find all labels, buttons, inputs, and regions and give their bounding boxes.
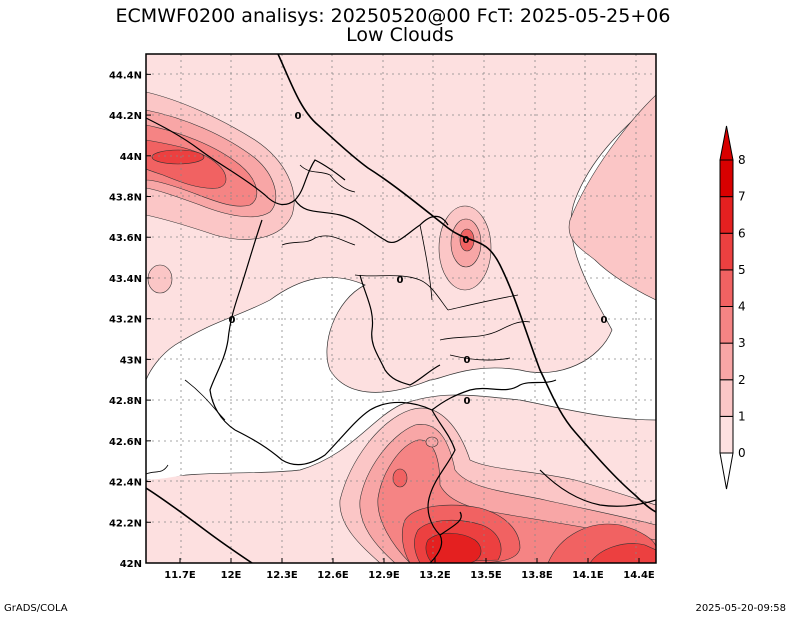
longitude-tick-labels: 11.7E 12E 12.3E 12.6E 12.9E 13.2E 13.5E 13.8E 14… <box>164 558 655 581</box>
province-border-9 <box>146 464 169 475</box>
border-umbria-lazio <box>234 401 433 466</box>
tyrrhenian-coastline <box>146 487 253 563</box>
lon-tick-label: 12.6E <box>317 570 349 581</box>
province-border-4 <box>447 294 519 311</box>
lat-tick-label: 43N <box>120 355 142 366</box>
regional-borders <box>146 117 656 563</box>
border-tuscany-umbria <box>209 219 263 431</box>
lat-tick-label: 43.8N <box>109 193 142 204</box>
contour-label: 0 <box>463 235 470 246</box>
lat-tick-label: 42.4N <box>109 478 142 489</box>
colorbar-lower-arrow <box>719 452 734 490</box>
cloud-south-spot <box>392 468 408 488</box>
cloud-east-l2 <box>568 94 656 301</box>
province-border-3 <box>354 274 449 311</box>
coastlines <box>146 54 656 563</box>
adriatic-coastline <box>277 54 656 513</box>
border-umbria-marche <box>359 274 441 386</box>
lon-tick-label: 13.8E <box>521 570 553 581</box>
border-emilia-tuscany <box>146 117 346 206</box>
colorbar-label: 8 <box>738 153 746 167</box>
contour-label: 0 <box>295 111 302 122</box>
colorbar-bin <box>719 232 734 271</box>
lat-tick-label: 44.4N <box>109 70 142 81</box>
lat-tick-label: 44.2N <box>109 111 142 122</box>
lat-tick-label: 43.2N <box>109 315 142 326</box>
lat-tick-label: 44N <box>120 152 142 163</box>
lat-tick-label: 42.2N <box>109 518 142 529</box>
colorbar-bin <box>719 415 734 454</box>
province-border-6 <box>419 224 433 301</box>
colorbar-bin <box>719 159 734 198</box>
colorbar-label: 4 <box>738 300 746 314</box>
contour-label: 0 <box>397 275 404 286</box>
colorbar-bin <box>719 306 734 344</box>
province-border-1 <box>299 164 356 193</box>
colorbar-upper-arrow <box>719 125 734 161</box>
contour-label: 0 <box>601 315 608 326</box>
colorbar-bin <box>719 269 734 307</box>
lat-tick-label: 42N <box>120 559 142 570</box>
contour-label: 0 <box>229 315 236 326</box>
border-abruzzo-molise <box>539 469 656 507</box>
colorbar-label: 6 <box>738 226 746 240</box>
province-border-8 <box>184 379 226 421</box>
lat-tick-label: 43.6N <box>109 233 142 244</box>
province-border-2 <box>281 235 356 246</box>
colorbar-bin <box>719 342 734 381</box>
border-lazio-campania <box>439 511 462 536</box>
cloud-patch-west <box>147 264 173 294</box>
footer-credit: GrADS/COLA <box>4 603 68 614</box>
cloud-shading <box>146 54 656 563</box>
lon-tick-label: 13.5E <box>470 570 502 581</box>
cloud-field-gap <box>146 351 318 480</box>
map-plot-area: 0 0 0 0 0 0 0 <box>146 54 656 563</box>
lat-tick-label: 43.4N <box>109 274 142 285</box>
border-tuscany-marche <box>294 199 449 244</box>
colorbar-bin <box>719 196 734 234</box>
lon-tick-label: 13.2E <box>419 570 451 581</box>
colorbar-bin <box>719 379 734 417</box>
lon-tick-label: 12.9E <box>368 570 400 581</box>
lon-tick-label: 14.4E <box>623 570 655 581</box>
contour-label: 0 <box>464 355 471 366</box>
colorbar-label: 2 <box>738 373 746 387</box>
province-border-5 <box>439 321 531 341</box>
latitude-tick-labels: 44.4N 44.2N 44N 43.8N 43.6N 43.4N 43.2N 43N 42.8… <box>109 70 151 570</box>
cloud-south-spot2 <box>425 436 439 448</box>
colorbar-label: 7 <box>738 190 746 204</box>
contour-label: 0 <box>464 396 471 407</box>
colorbar-label: 1 <box>738 409 746 423</box>
plot-frame <box>145 53 657 564</box>
lon-tick-label: 14.1E <box>572 570 604 581</box>
province-borders <box>146 164 531 475</box>
border-marche-abruzzo <box>431 379 557 411</box>
chart-title: ECMWF0200 analisys: 20250520@00 FcT: 202… <box>116 5 671 27</box>
chart-subtitle: Low Clouds <box>346 24 454 46</box>
lat-tick-label: 42.6N <box>109 437 142 448</box>
footer-timestamp: 2025-05-20-09:58 <box>695 603 786 614</box>
border-abruzzo-lazio <box>427 409 456 563</box>
cloud-south-l7 <box>425 532 482 563</box>
lon-tick-label: 12E <box>221 570 242 581</box>
contour-labels: 0 0 0 0 0 0 0 <box>229 111 608 407</box>
lon-tick-label: 12.3E <box>266 570 298 581</box>
cloud-nw-l6 <box>151 149 205 165</box>
lon-tick-label: 11.7E <box>164 570 196 581</box>
colorbar-label: 3 <box>738 336 746 350</box>
colorbar-label: 0 <box>738 446 746 460</box>
colorbar: 0 1 2 3 4 5 6 7 8 <box>719 125 746 490</box>
lat-tick-label: 42.8N <box>109 396 142 407</box>
province-border-7 <box>449 354 511 361</box>
colorbar-label: 5 <box>738 263 746 277</box>
